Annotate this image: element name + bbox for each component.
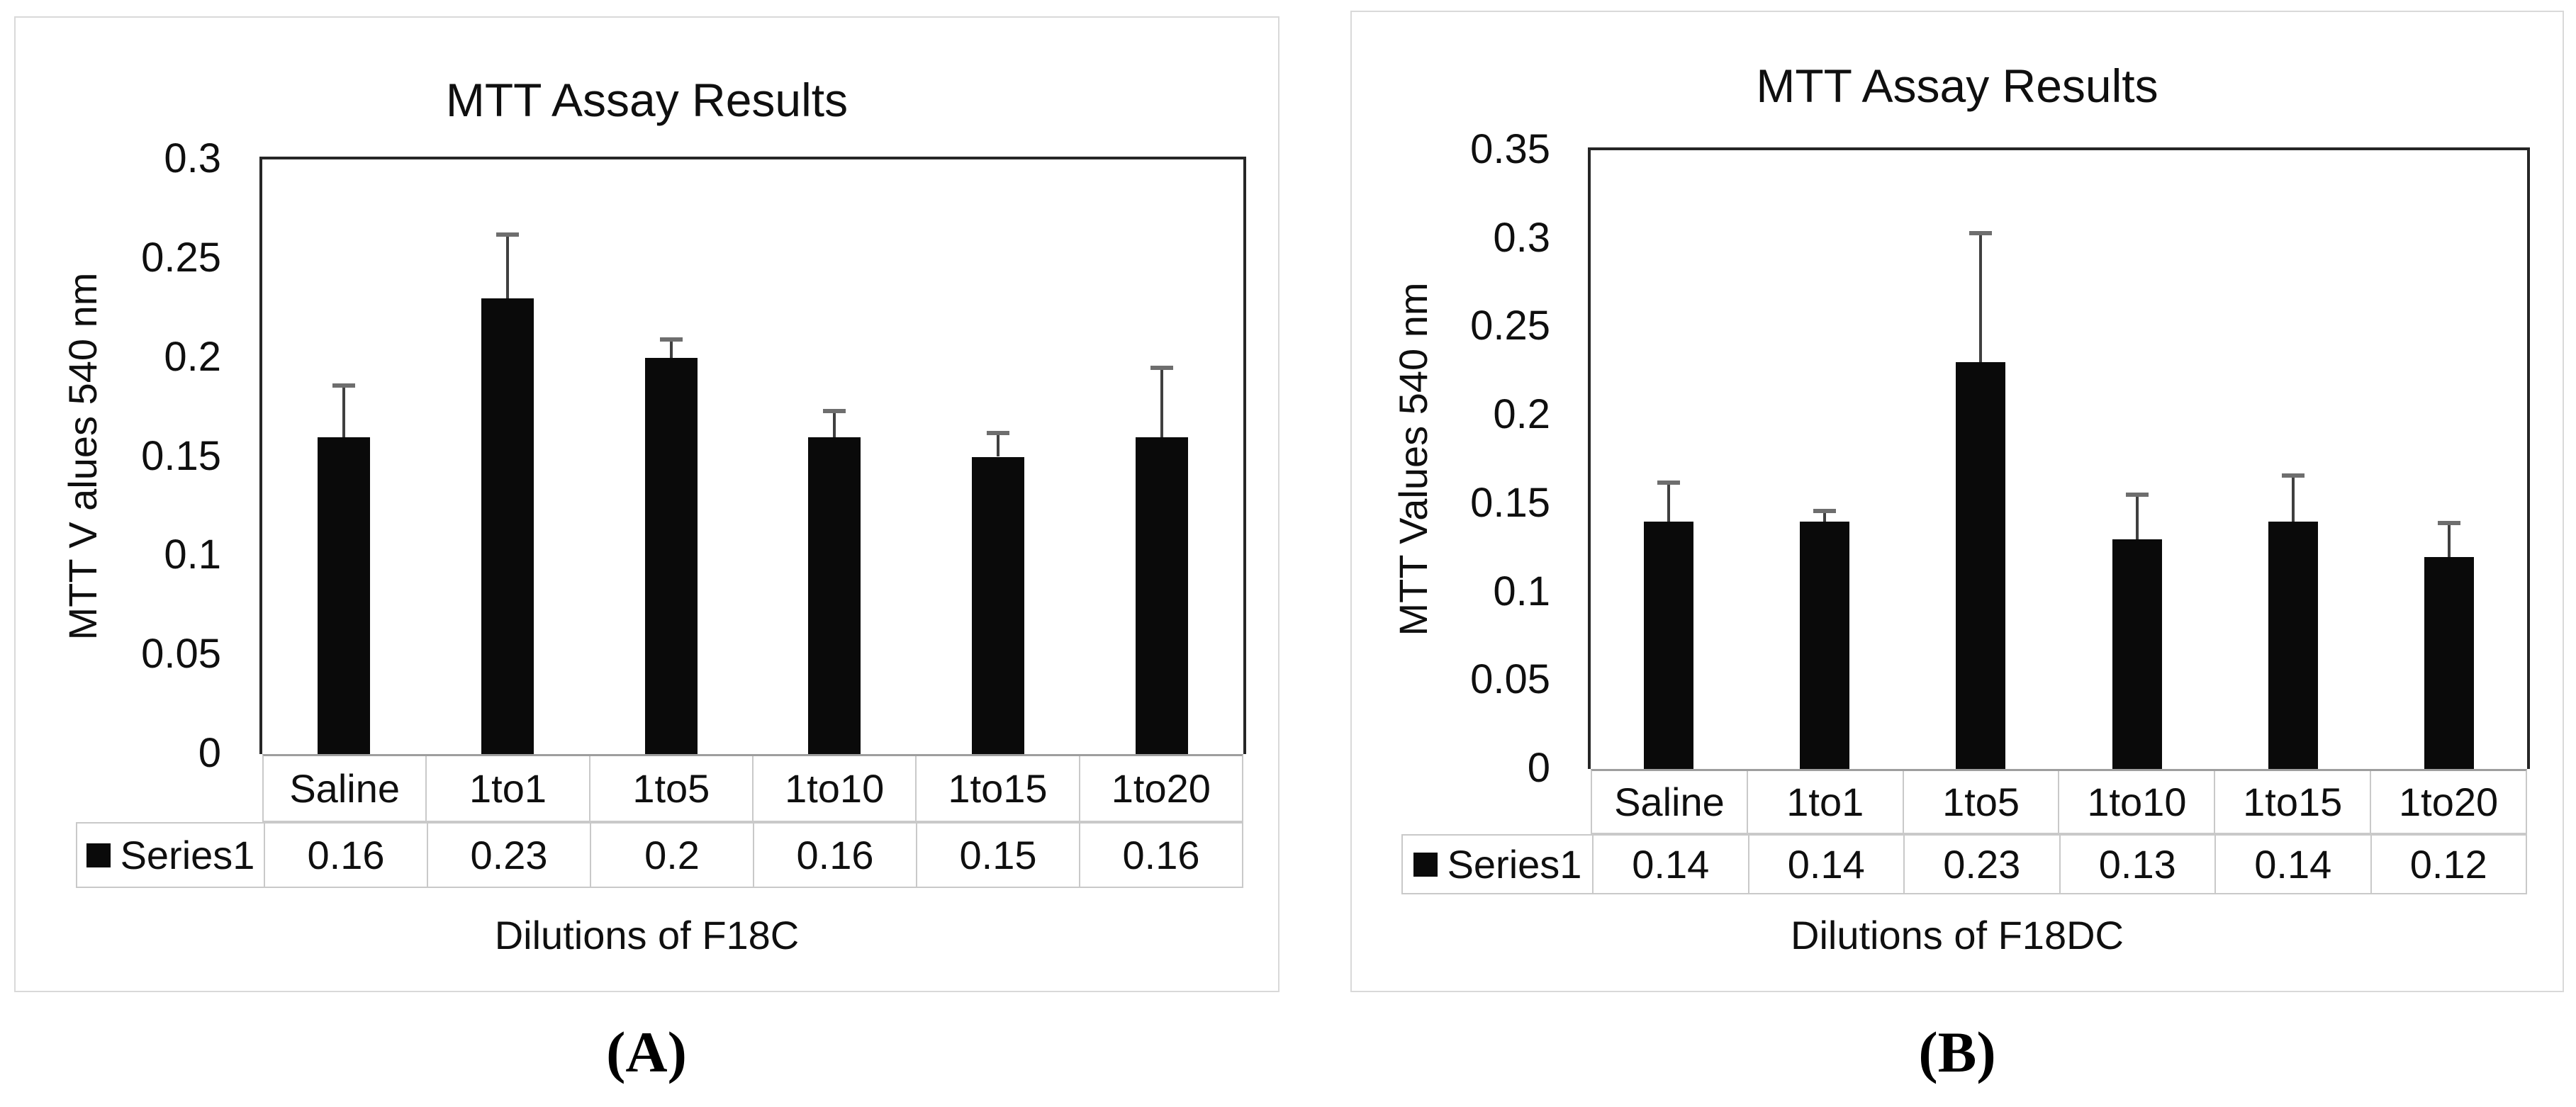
error-bar-stem xyxy=(2135,495,2139,539)
bar-1to1 xyxy=(481,298,534,754)
category-header-cell: 1to1 xyxy=(425,756,588,821)
bar-1to15 xyxy=(2268,521,2318,769)
y-tick-label: 0.15 xyxy=(1470,480,1550,527)
panel-label-a: (A) xyxy=(606,1020,687,1084)
chart-panel-a: MTT Assay Results MTT V alues 540 nm Dil… xyxy=(14,16,1279,992)
y-tick-label: 0.3 xyxy=(164,135,221,182)
x-axis-title: Dilutions of F18DC xyxy=(1791,913,2124,957)
table-series-row: Series1 0.14 0.14 0.23 0.13 0.14 0.12 xyxy=(1401,834,2527,894)
bar-1to1 xyxy=(1800,521,1850,769)
series-value-cell: 0.14 xyxy=(1747,836,1904,893)
error-bar-stem xyxy=(833,411,836,437)
bar-1to15 xyxy=(972,456,1024,754)
y-tick-label: 0.15 xyxy=(141,432,221,479)
bar-Saline xyxy=(318,437,371,754)
error-bar-cap xyxy=(987,430,1009,435)
y-tick-label: 0.05 xyxy=(1470,656,1550,703)
series-value-cell: 0.12 xyxy=(2370,836,2526,893)
category-header-cell: 1to20 xyxy=(1078,756,1242,821)
series-value-cell: 0.16 xyxy=(264,824,427,887)
error-bar-stem xyxy=(1979,233,1983,363)
bar-1to10 xyxy=(808,437,861,754)
category-header-cell: 1to5 xyxy=(588,756,752,821)
error-bar-cap xyxy=(823,409,846,414)
table-header-row: Saline 1to1 1to5 1to10 1to15 1to20 xyxy=(1591,769,2527,834)
error-bar-stem xyxy=(2447,523,2451,557)
bar-Saline xyxy=(1644,521,1694,769)
category-header-cell: 1to15 xyxy=(2214,771,2370,833)
table-series-row: Series1 0.16 0.23 0.2 0.16 0.15 0.16 xyxy=(76,822,1243,888)
plot-area xyxy=(1588,147,2530,769)
bar-1to10 xyxy=(2112,539,2162,769)
error-bar-stem xyxy=(1160,367,1163,437)
series-value-cell: 0.23 xyxy=(1903,836,2059,893)
series-value-cell: 0.14 xyxy=(1592,836,1748,893)
error-bar-stem xyxy=(506,235,509,298)
error-bar-cap xyxy=(1969,231,1993,236)
error-bar-stem xyxy=(1667,482,1671,522)
chart-title: MTT Assay Results xyxy=(445,74,849,126)
error-bar-cap xyxy=(2281,473,2305,478)
category-header-cell: 1to20 xyxy=(2370,771,2526,833)
category-header-cell: Saline xyxy=(289,766,400,811)
category-header-cell: 1to10 xyxy=(751,756,915,821)
chart-title: MTT Assay Results xyxy=(1756,60,2158,112)
error-bar-cap xyxy=(2125,493,2149,498)
series-legend-cell: Series1 xyxy=(77,824,264,887)
error-bar-stem xyxy=(1823,510,1827,522)
plot-area xyxy=(259,157,1246,754)
bar-1to5 xyxy=(644,357,698,754)
y-tick-label: 0.1 xyxy=(164,532,221,578)
y-tick-label: 0.2 xyxy=(1493,391,1550,438)
error-bar-stem xyxy=(997,432,999,457)
series-value-cell: 0.13 xyxy=(2059,836,2215,893)
category-header-cell: 1to15 xyxy=(915,756,1078,821)
error-bar-cap xyxy=(2437,521,2460,526)
error-bar-cap xyxy=(496,232,519,237)
y-tick-label: 0.3 xyxy=(1493,214,1550,261)
bar-1to20 xyxy=(1135,437,1188,754)
category-header-cell: 1to10 xyxy=(2058,771,2214,833)
series-legend-marker-icon xyxy=(1413,852,1438,877)
category-header-cell: 1to1 xyxy=(1746,771,1903,833)
y-tick-label: 0.25 xyxy=(1470,303,1550,349)
series-legend-label: Series1 xyxy=(120,833,255,877)
error-bar-cap xyxy=(659,337,683,342)
error-bar-cap xyxy=(1813,508,1837,513)
error-bar-stem xyxy=(342,385,346,437)
x-axis-title: Dilutions of F18C xyxy=(494,913,800,957)
category-header-cell: 1to5 xyxy=(1902,771,2059,833)
panel-label-b: (B) xyxy=(1918,1020,1996,1084)
error-bar-cap xyxy=(332,383,356,388)
series-value-cell: 0.16 xyxy=(1079,824,1242,887)
y-tick-label: 0.05 xyxy=(141,631,221,678)
y-tick-label: 0.35 xyxy=(1470,126,1550,173)
series-legend-cell: Series1 xyxy=(1403,836,1592,893)
y-tick-label: 0.1 xyxy=(1493,568,1550,614)
bar-1to5 xyxy=(1956,362,2006,769)
bar-1to20 xyxy=(2424,556,2474,769)
y-tick-label: 0.25 xyxy=(141,234,221,281)
chart-panel-b: MTT Assay Results MTT Values 540 nm Dilu… xyxy=(1350,11,2564,992)
table-header-row: Saline 1to1 1to5 1to10 1to15 1to20 xyxy=(262,754,1243,822)
series-legend-label: Series1 xyxy=(1447,842,1582,887)
error-bar-cap xyxy=(1657,480,1681,485)
series-value-cell: 0.14 xyxy=(2214,836,2370,893)
series-value-cell: 0.16 xyxy=(753,824,916,887)
series-value-cell: 0.15 xyxy=(916,824,1079,887)
series-legend-marker-icon xyxy=(86,843,111,867)
category-header-cell: Saline xyxy=(1614,780,1725,824)
y-tick-label: 0 xyxy=(1527,745,1550,792)
error-bar-cap xyxy=(1150,365,1173,370)
error-bar-stem xyxy=(669,339,673,358)
y-tick-label: 0.2 xyxy=(164,333,221,380)
error-bar-stem xyxy=(2291,475,2295,522)
y-tick-label: 0 xyxy=(198,730,221,777)
series-value-cell: 0.23 xyxy=(427,824,590,887)
series-value-cell: 0.2 xyxy=(590,824,753,887)
